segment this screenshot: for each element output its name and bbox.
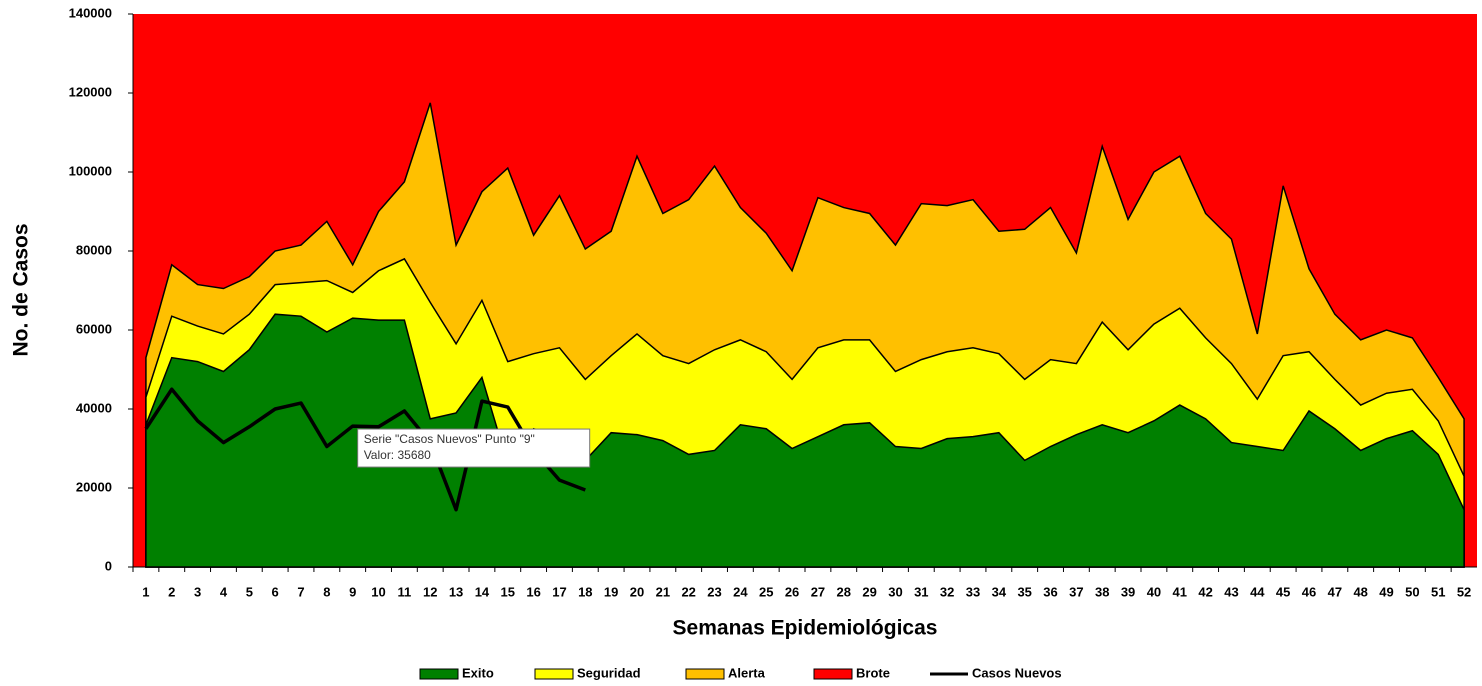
legend-label: Brote <box>856 665 890 680</box>
x-tick-label: 35 <box>1017 584 1031 599</box>
x-tick-label: 42 <box>1198 584 1212 599</box>
x-tick-label: 47 <box>1328 584 1342 599</box>
x-tick-label: 19 <box>604 584 618 599</box>
x-tick-label: 34 <box>992 584 1007 599</box>
y-tick-label: 100000 <box>69 163 112 178</box>
x-tick-label: 9 <box>349 584 356 599</box>
x-tick-label: 33 <box>966 584 980 599</box>
x-tick-label: 16 <box>526 584 540 599</box>
area <box>145 313 1465 568</box>
x-tick-label: 13 <box>449 584 463 599</box>
y-tick-label: 60000 <box>76 321 112 336</box>
x-tick-label: 51 <box>1431 584 1445 599</box>
x-tick-label: 18 <box>578 584 592 599</box>
legend-swatch <box>813 668 853 680</box>
x-tick-label: 22 <box>681 584 695 599</box>
x-tick-label: 52 <box>1457 584 1471 599</box>
y-tick-label: 20000 <box>76 479 112 494</box>
legend-label: Seguridad <box>577 665 641 680</box>
x-tick-label: 50 <box>1405 584 1419 599</box>
x-tick-label: 37 <box>1069 584 1083 599</box>
x-tick-label: 25 <box>759 584 773 599</box>
x-tick-label: 7 <box>297 584 304 599</box>
x-tick-label: 17 <box>552 584 566 599</box>
y-tick-label: 0 <box>105 558 112 573</box>
y-tick-label: 120000 <box>69 84 112 99</box>
x-tick-label: 8 <box>323 584 330 599</box>
x-tick-label: 3 <box>194 584 201 599</box>
x-tick-label: 28 <box>837 584 851 599</box>
y-tick-label: 80000 <box>76 242 112 257</box>
x-tick-label: 36 <box>1043 584 1057 599</box>
x-tick-label: 32 <box>940 584 954 599</box>
x-tick-label: 24 <box>733 584 748 599</box>
y-tick-label: 140000 <box>69 5 112 20</box>
x-tick-label: 26 <box>785 584 799 599</box>
x-tick-label: 20 <box>630 584 644 599</box>
x-tick-label: 46 <box>1302 584 1316 599</box>
x-tick-label: 12 <box>423 584 437 599</box>
x-tick-label: 4 <box>220 584 228 599</box>
x-tick-label: 11 <box>398 584 412 599</box>
x-tick-label: 23 <box>707 584 721 599</box>
y-axis-title: No. de Casos <box>10 223 33 356</box>
plot-area <box>133 14 1477 568</box>
legend-swatch <box>685 668 725 680</box>
x-tick-label: 40 <box>1147 584 1161 599</box>
x-tick-label: 49 <box>1379 584 1393 599</box>
x-tick-label: 5 <box>246 584 253 599</box>
x-tick-label: 30 <box>888 584 902 599</box>
y-tick-label: 40000 <box>76 400 112 415</box>
x-tick-label: 6 <box>272 584 279 599</box>
x-tick-label: 48 <box>1353 584 1367 599</box>
x-tick-label: 41 <box>1173 584 1187 599</box>
x-tick-label: 14 <box>475 584 490 599</box>
x-tick-label: 31 <box>914 584 928 599</box>
legend-label: Alerta <box>728 665 766 680</box>
tooltip-series: Serie "Casos Nuevos" Punto "9" <box>364 432 535 446</box>
legend-swatch <box>419 668 459 680</box>
x-tick-label: 44 <box>1250 584 1265 599</box>
legend-label: Casos Nuevos <box>972 665 1062 680</box>
x-tick-label: 10 <box>371 584 385 599</box>
x-tick-label: 39 <box>1121 584 1135 599</box>
legend-label: Exito <box>462 665 494 680</box>
x-tick-label: 2 <box>168 584 175 599</box>
x-tick-label: 38 <box>1095 584 1109 599</box>
tooltip-value: Valor: 35680 <box>364 448 431 462</box>
x-tick-label: 29 <box>862 584 876 599</box>
x-tick-label: 15 <box>501 584 515 599</box>
line <box>144 387 586 512</box>
x-tick-label: 45 <box>1276 584 1290 599</box>
x-tick-label: 27 <box>811 584 825 599</box>
x-axis-title: Semanas Epidemiológicas <box>673 617 938 640</box>
x-tick-label: 43 <box>1224 584 1238 599</box>
tooltip-box <box>357 428 591 468</box>
legend-swatch <box>534 668 574 680</box>
x-tick-label: 1 <box>142 584 149 599</box>
x-tick-label: 21 <box>656 584 670 599</box>
